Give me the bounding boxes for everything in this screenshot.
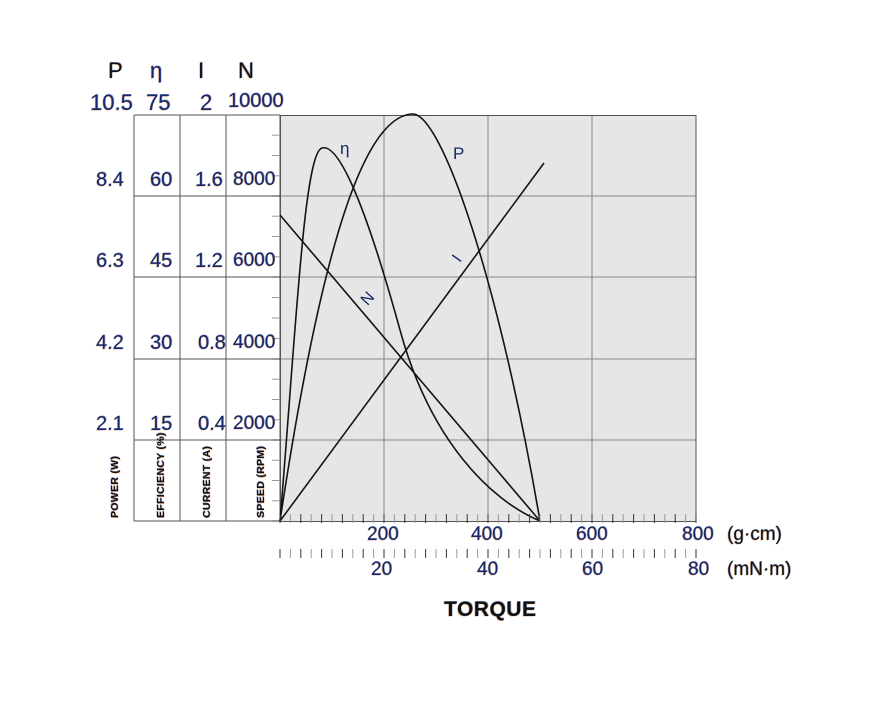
- svg-text:P: P: [453, 144, 464, 163]
- svg-text:η: η: [340, 139, 349, 158]
